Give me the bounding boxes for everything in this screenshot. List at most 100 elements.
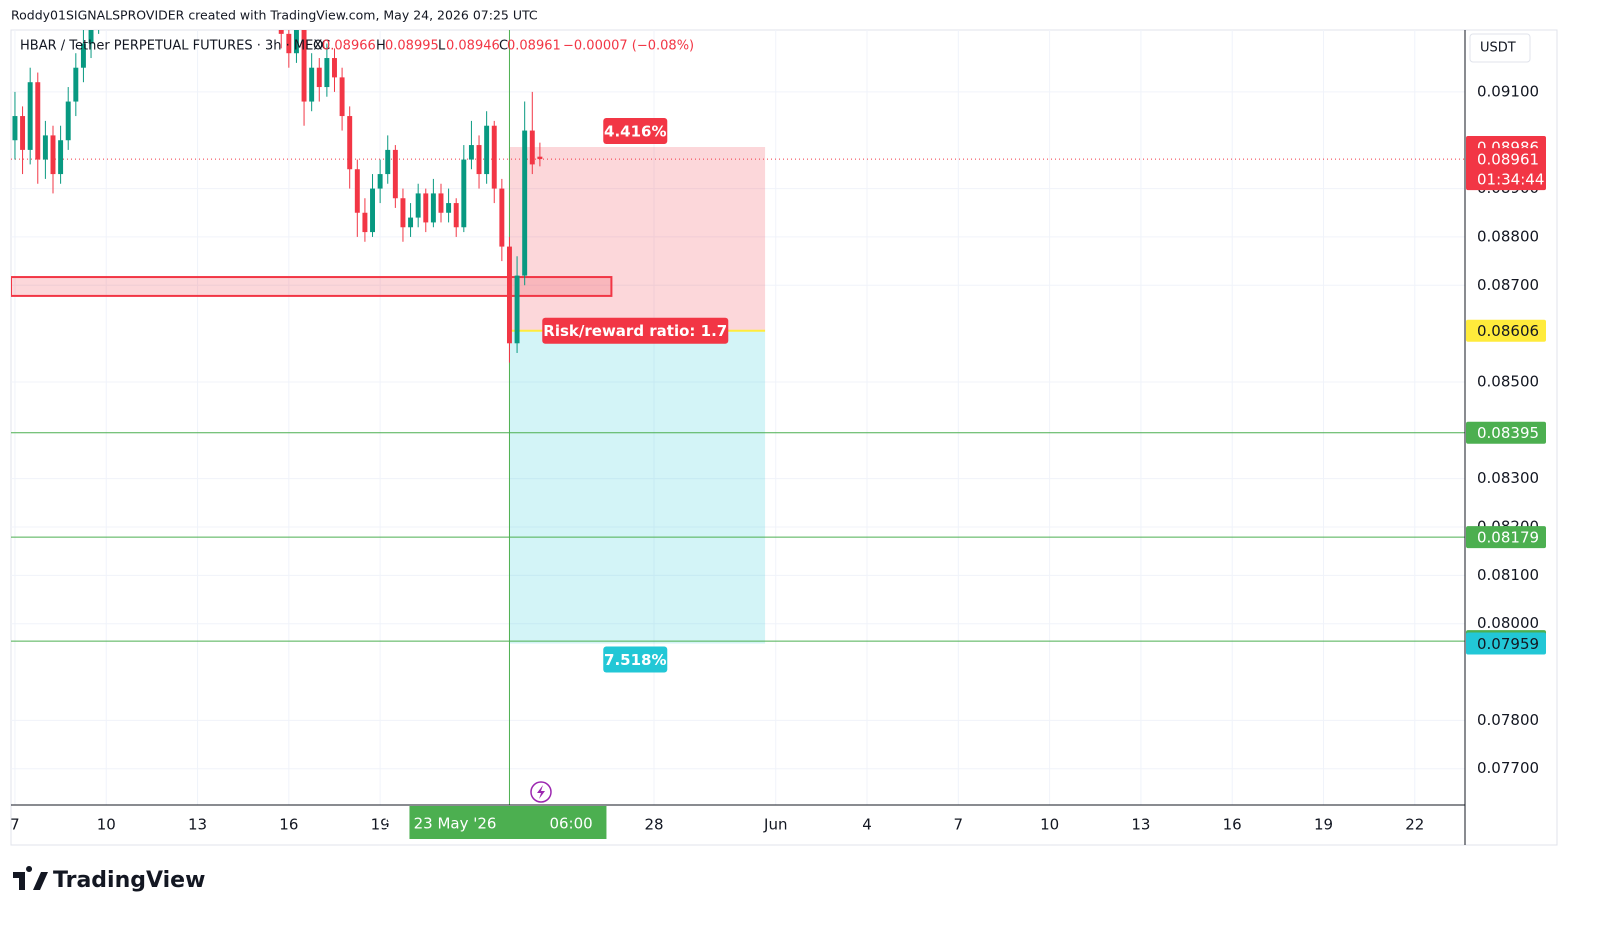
candle-body — [514, 275, 520, 344]
axes: 0.091000.089000.088000.087000.085000.083… — [10, 82, 1546, 839]
x-tick-label: 7 — [954, 816, 964, 834]
currency: USDT — [1480, 41, 1516, 56]
target-label: 7.518% — [604, 651, 666, 669]
candle-body — [362, 212, 368, 233]
candle-body — [461, 159, 467, 228]
ratio-label: Risk/reward ratio: 1.7 — [543, 322, 727, 340]
logo: TradingView — [13, 866, 205, 893]
stop-label-box — [603, 117, 668, 144]
candle-body — [468, 145, 474, 160]
candle-body — [522, 130, 528, 276]
ohlc-change: −0.00007 (−0.08%) — [563, 39, 694, 54]
candle-body — [438, 193, 444, 213]
countdown: 01:34:44 — [1477, 171, 1544, 189]
x-tick-label: 16 — [1223, 816, 1242, 834]
logo-text: TradingView — [53, 868, 205, 893]
x-tick-label: 10 — [97, 816, 116, 834]
current-price-label: 0.08961 — [1477, 151, 1539, 169]
candle-body — [20, 116, 26, 150]
x-tick-label: 22 — [1405, 816, 1424, 834]
ohlc-value: 0.08966 — [322, 39, 376, 54]
candle-body — [415, 193, 421, 218]
level-price-label-box — [1466, 526, 1546, 549]
target-price-label-box — [1466, 632, 1546, 655]
y-tick-label: 0.08500 — [1477, 372, 1539, 390]
stop-area — [509, 146, 766, 331]
candle-body — [316, 67, 322, 88]
candle-body — [491, 125, 497, 189]
candle-body — [430, 193, 436, 223]
x-tick-label: 13 — [1131, 816, 1150, 834]
candle-body — [35, 82, 41, 160]
x-tick-label: Jun — [763, 816, 787, 834]
candle-body — [301, 30, 307, 102]
ohlc-letter: L — [438, 39, 446, 54]
crosshair-date: Sat 23 May '26 — [384, 815, 496, 833]
candle-body — [529, 130, 535, 165]
entry-price-label-box — [1466, 319, 1546, 342]
candle-body — [499, 188, 505, 247]
x-tick-label: 7 — [10, 816, 20, 834]
candle-body — [423, 193, 429, 223]
zone — [11, 276, 613, 297]
y-tick-label: 0.07800 — [1477, 711, 1539, 729]
candle-body — [339, 77, 345, 117]
candle-body — [484, 125, 490, 175]
level-price-label-box — [1466, 421, 1546, 444]
candle-body — [27, 82, 33, 150]
crosshair-time: 06:00 — [549, 815, 592, 833]
candle-body — [408, 217, 414, 228]
ohlc-value: 0.08995 — [385, 39, 439, 54]
currency-box — [1469, 33, 1531, 63]
candle-body — [392, 149, 398, 199]
x-tick-label: 19 — [371, 816, 390, 834]
candle-body — [453, 203, 459, 228]
ohlc-value: 0.08961 — [507, 39, 561, 54]
y-tick-label: 0.08100 — [1477, 566, 1539, 584]
x-tick-label: 28 — [644, 816, 663, 834]
target-price-label: 0.07959 — [1477, 635, 1539, 653]
candle-body — [309, 67, 315, 102]
logo-mark — [13, 866, 48, 890]
ohlc-letter: C — [499, 39, 508, 54]
stop-label: 4.416% — [604, 122, 666, 140]
candle-body — [332, 58, 337, 78]
x-tick-label: 4 — [862, 816, 872, 834]
candle-body — [506, 246, 512, 344]
candle-body — [50, 135, 56, 175]
candle-body — [58, 140, 64, 175]
symbol: HBAR / Tether PERPETUAL FUTURES · 3h · M… — [20, 39, 330, 54]
candle-body — [65, 101, 71, 141]
ohlc-legend: O0.08966 H 0.08995 L 0.08946 C0.08961 −0.00007… — [313, 39, 694, 54]
y-tick-label: 0.08000 — [1477, 614, 1539, 632]
x-tick-label: 19 — [1314, 816, 1333, 834]
level-price-label: 0.08179 — [1477, 529, 1539, 547]
x-tick-label: 10 — [1040, 816, 1059, 834]
candle-body — [73, 67, 79, 102]
candle-body — [278, 30, 284, 34]
level-price-label: 0.08395 — [1477, 424, 1539, 442]
ohlc-letter: H — [376, 39, 386, 54]
candle-body — [293, 30, 299, 54]
candle-body — [400, 198, 406, 228]
x-tick-label: 16 — [279, 816, 298, 834]
ratio-label-box — [542, 317, 729, 344]
candle-body — [370, 188, 375, 233]
entry-price-label: 0.08606 — [1477, 322, 1539, 340]
candle-body — [377, 174, 383, 189]
plot — [11, 30, 1465, 805]
chart-frame — [10, 29, 1558, 846]
ohlc-value: 0.08946 — [446, 39, 500, 54]
y-tick-label: 0.08700 — [1477, 276, 1539, 294]
y-tick-label: 0.08800 — [1477, 227, 1539, 245]
candle-body — [347, 116, 353, 170]
current-price-label-box — [1466, 148, 1546, 191]
candle-body — [42, 135, 48, 160]
attribution: Roddy01SIGNALSPROVIDER created with Trad… — [11, 8, 538, 23]
candle-body — [80, 43, 86, 68]
candle-body — [537, 156, 543, 160]
candle-body — [286, 33, 292, 54]
candle-body — [88, 30, 94, 44]
